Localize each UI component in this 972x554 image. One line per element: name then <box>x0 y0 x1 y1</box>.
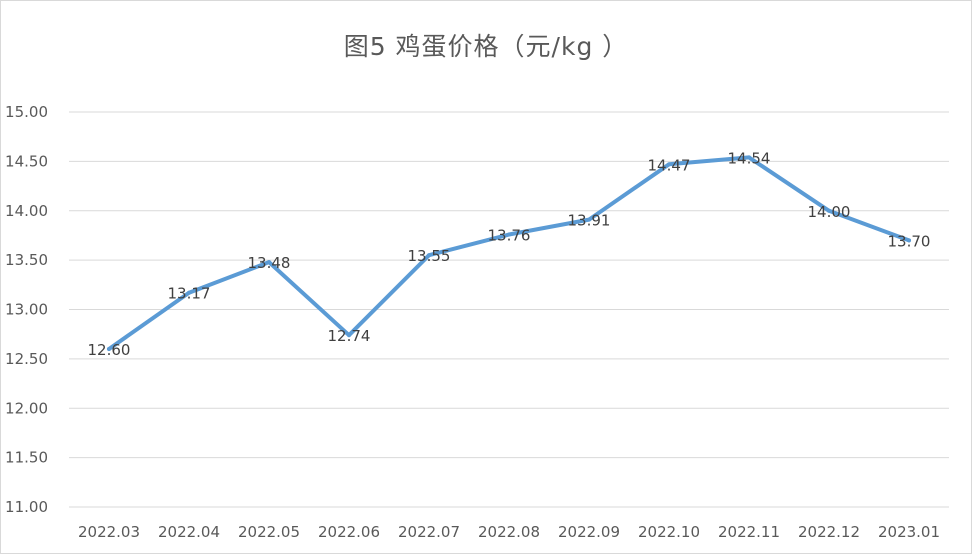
data-label: 12.60 <box>88 341 131 359</box>
x-tick-label: 2022.05 <box>238 523 300 541</box>
data-point <box>907 238 911 243</box>
data-point <box>107 347 111 351</box>
y-tick-label: 13.00 <box>5 301 48 319</box>
gridlines <box>69 111 949 508</box>
data-label: 14.00 <box>808 203 851 221</box>
y-tick-label: 14.50 <box>5 152 48 170</box>
data-label: 13.91 <box>568 212 611 230</box>
data-label: 14.54 <box>728 149 771 167</box>
x-axis: 2022.03 2022.04 2022.05 2022.06 2022.07 2022.… <box>78 523 940 541</box>
y-tick-label: 12.50 <box>5 350 48 368</box>
x-tick-label: 2022.04 <box>158 523 220 541</box>
data-label: 13.70 <box>888 232 931 250</box>
chart-title: 图5 鸡蛋价格（元/kg ） <box>343 32 629 61</box>
data-point <box>187 290 191 295</box>
data-label: 13.76 <box>488 226 531 244</box>
x-tick-label: 2022.08 <box>478 523 540 541</box>
x-tick-label: 2022.03 <box>78 523 140 541</box>
x-tick-label: 2022.07 <box>398 523 460 541</box>
x-tick-label: 2022.12 <box>798 523 860 541</box>
x-tick-label: 2023.01 <box>878 523 940 541</box>
data-label: 12.74 <box>328 327 371 345</box>
data-point <box>267 260 271 265</box>
y-tick-label: 11.50 <box>5 449 48 467</box>
data-point <box>827 208 831 213</box>
y-tick-label: 14.00 <box>5 202 48 220</box>
data-point <box>747 155 751 160</box>
series <box>107 155 911 351</box>
x-tick-label: 2022.11 <box>718 523 780 541</box>
data-point <box>507 232 511 237</box>
data-point <box>347 333 351 338</box>
data-labels: 12.60 13.17 13.48 12.74 13.55 13.76 13.91 14.47… <box>88 149 931 359</box>
data-label: 13.55 <box>408 247 451 265</box>
data-point <box>427 253 431 258</box>
y-tick-label: 11.00 <box>5 498 48 516</box>
y-tick-label: 13.50 <box>5 251 48 269</box>
data-point <box>587 217 591 222</box>
y-tick-label: 12.00 <box>5 399 48 417</box>
data-label: 13.17 <box>168 285 211 303</box>
y-tick-label: 15.00 <box>5 103 48 121</box>
series-line-0 <box>107 155 911 351</box>
data-point <box>667 162 671 167</box>
x-tick-label: 2022.09 <box>558 523 620 541</box>
x-tick-label: 2022.10 <box>638 523 700 541</box>
x-tick-label: 2022.06 <box>318 523 380 541</box>
data-label: 13.48 <box>248 254 291 272</box>
data-label: 14.47 <box>648 156 691 174</box>
y-axis: 11.00 11.50 12.00 12.50 13.00 13.50 14.00 14.50… <box>5 103 48 516</box>
